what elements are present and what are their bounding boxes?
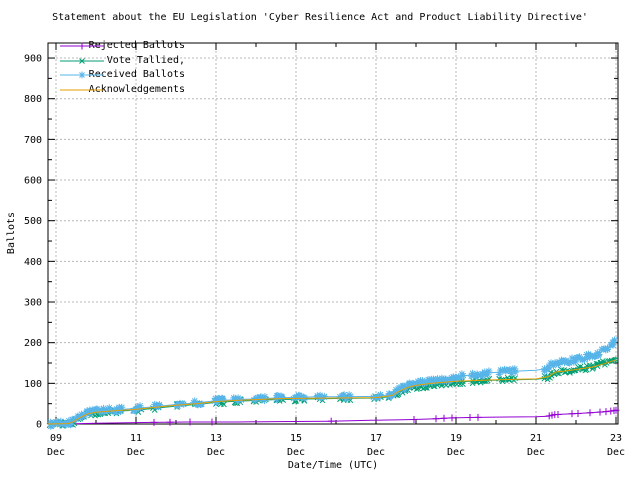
- legend-line-sample-icon: [60, 71, 104, 79]
- y-tick-label: 900: [24, 54, 42, 65]
- x-tick-label: Dec: [127, 447, 145, 458]
- y-tick-label: 100: [24, 379, 42, 390]
- legend-row-received-ballots: Received Ballots: [52, 68, 185, 83]
- y-axis-label: Ballots: [6, 211, 17, 255]
- y-tick-label: 600: [24, 176, 42, 187]
- x-tick-label: 23: [610, 433, 622, 444]
- x-tick-label: 09: [50, 433, 62, 444]
- x-tick-label: 21: [530, 433, 542, 444]
- y-tick-label: 500: [24, 216, 42, 227]
- x-tick-label: 11: [130, 433, 142, 444]
- series-line-acknowledgements: [47, 359, 617, 425]
- legend-line-sample-icon: [60, 89, 104, 90]
- legend-line-sample-icon: [60, 42, 104, 50]
- x-tick-label: 15: [290, 433, 302, 444]
- y-tick-label: 800: [24, 94, 42, 105]
- legend-row-acknowledgements: Acknowledgements: [52, 83, 185, 98]
- legend: Rejected Ballots Vote Tallied, Received …: [52, 39, 185, 97]
- legend-row-vote-tallied: Vote Tallied,: [52, 54, 185, 69]
- y-tick-label: 400: [24, 257, 42, 268]
- x-axis-label: Date/Time (UTC): [287, 460, 379, 471]
- cross-marker-icon: [79, 57, 85, 64]
- y-tick-label: 700: [24, 135, 42, 146]
- x-tick-label: 17: [370, 433, 382, 444]
- x-tick-label: 13: [210, 433, 222, 444]
- x-tick-label: Dec: [607, 447, 625, 458]
- y-tick-label: 0: [36, 420, 42, 431]
- series-markers-vote-tallied: [46, 356, 619, 430]
- x-tick-label: Dec: [367, 447, 385, 458]
- legend-label: Rejected Ballots: [88, 40, 185, 52]
- y-tick-label: 300: [24, 298, 42, 309]
- legend-label: Acknowledgements: [88, 83, 185, 95]
- x-tick-label: Dec: [47, 447, 65, 458]
- x-tick-label: Dec: [287, 447, 305, 458]
- x-tick-label: Dec: [207, 447, 225, 458]
- y-tick-label: 200: [24, 338, 42, 349]
- star-marker-icon: [78, 71, 86, 79]
- legend-line-sample-icon: [60, 57, 104, 64]
- legend-row-rejected-ballots: Rejected Ballots: [52, 39, 185, 54]
- legend-label: Vote Tallied,: [106, 54, 185, 66]
- chart-title: Statement about the EU Legislation 'Cybe…: [52, 12, 588, 23]
- x-tick-label: Dec: [527, 447, 545, 458]
- plus-marker-icon: [78, 42, 86, 50]
- legend-label: Received Ballots: [88, 69, 185, 81]
- x-tick-label: 19: [450, 433, 462, 444]
- x-tick-label: Dec: [447, 447, 465, 458]
- plot-border: [47, 42, 619, 425]
